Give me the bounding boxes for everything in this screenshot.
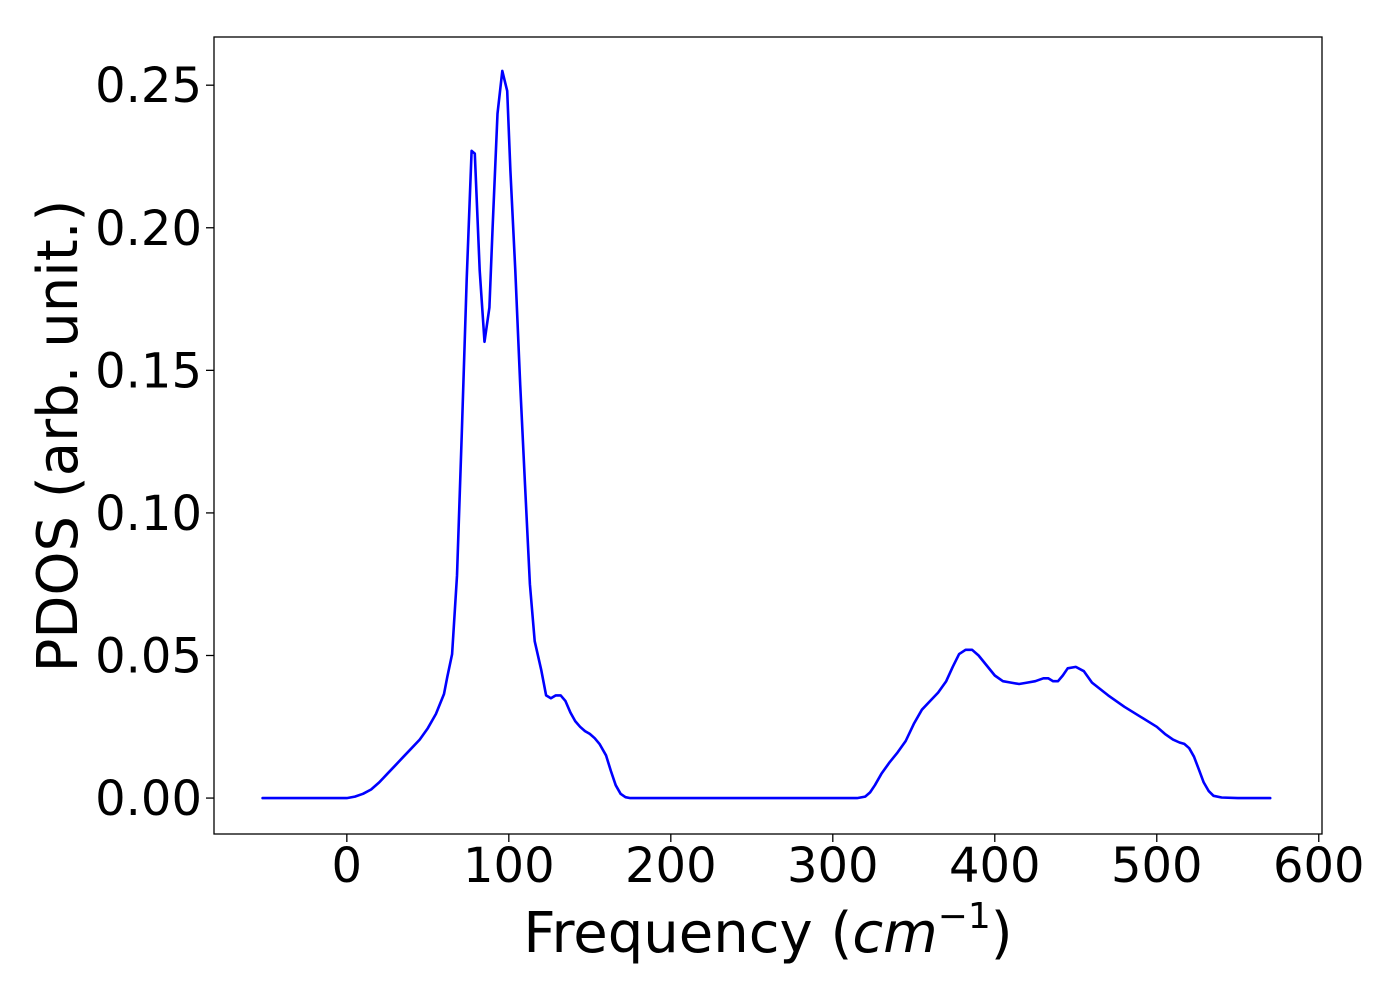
pdos-series-line [261, 69, 1272, 800]
y-axis-ticks: 0.00 0.05 0.10 0.15 0.20 0.25 [95, 58, 214, 827]
plot-area [214, 37, 1322, 834]
y-axis-label: PDOS (arb. unit.) [26, 200, 91, 673]
y-tick-label: 0.00 [95, 771, 202, 827]
y-tick-label: 0.10 [95, 486, 202, 542]
x-tick-label: 600 [1273, 838, 1365, 894]
y-tick-label: 0.05 [95, 628, 202, 684]
x-axis-ticks: 0 100 200 300 400 500 600 [332, 834, 1365, 894]
x-tick-label: 100 [463, 838, 555, 894]
y-tick-label: 0.25 [95, 58, 202, 114]
x-axis-label-var: cm [852, 901, 937, 966]
x-axis-label: Frequency (cm−1) [523, 896, 1012, 966]
x-axis-label-close: ) [991, 901, 1013, 966]
x-tick-label: 500 [1111, 838, 1203, 894]
x-tick-label: 400 [949, 838, 1041, 894]
plot-frame [213, 36, 1323, 835]
x-axis-label-sup: −1 [938, 896, 991, 937]
x-tick-label: 0 [332, 838, 363, 894]
x-axis-label-main: Frequency ( [523, 901, 852, 966]
x-tick-label: 200 [625, 838, 717, 894]
y-tick-label: 0.20 [95, 201, 202, 257]
y-tick-label: 0.15 [95, 343, 202, 399]
x-tick-label: 300 [787, 838, 879, 894]
